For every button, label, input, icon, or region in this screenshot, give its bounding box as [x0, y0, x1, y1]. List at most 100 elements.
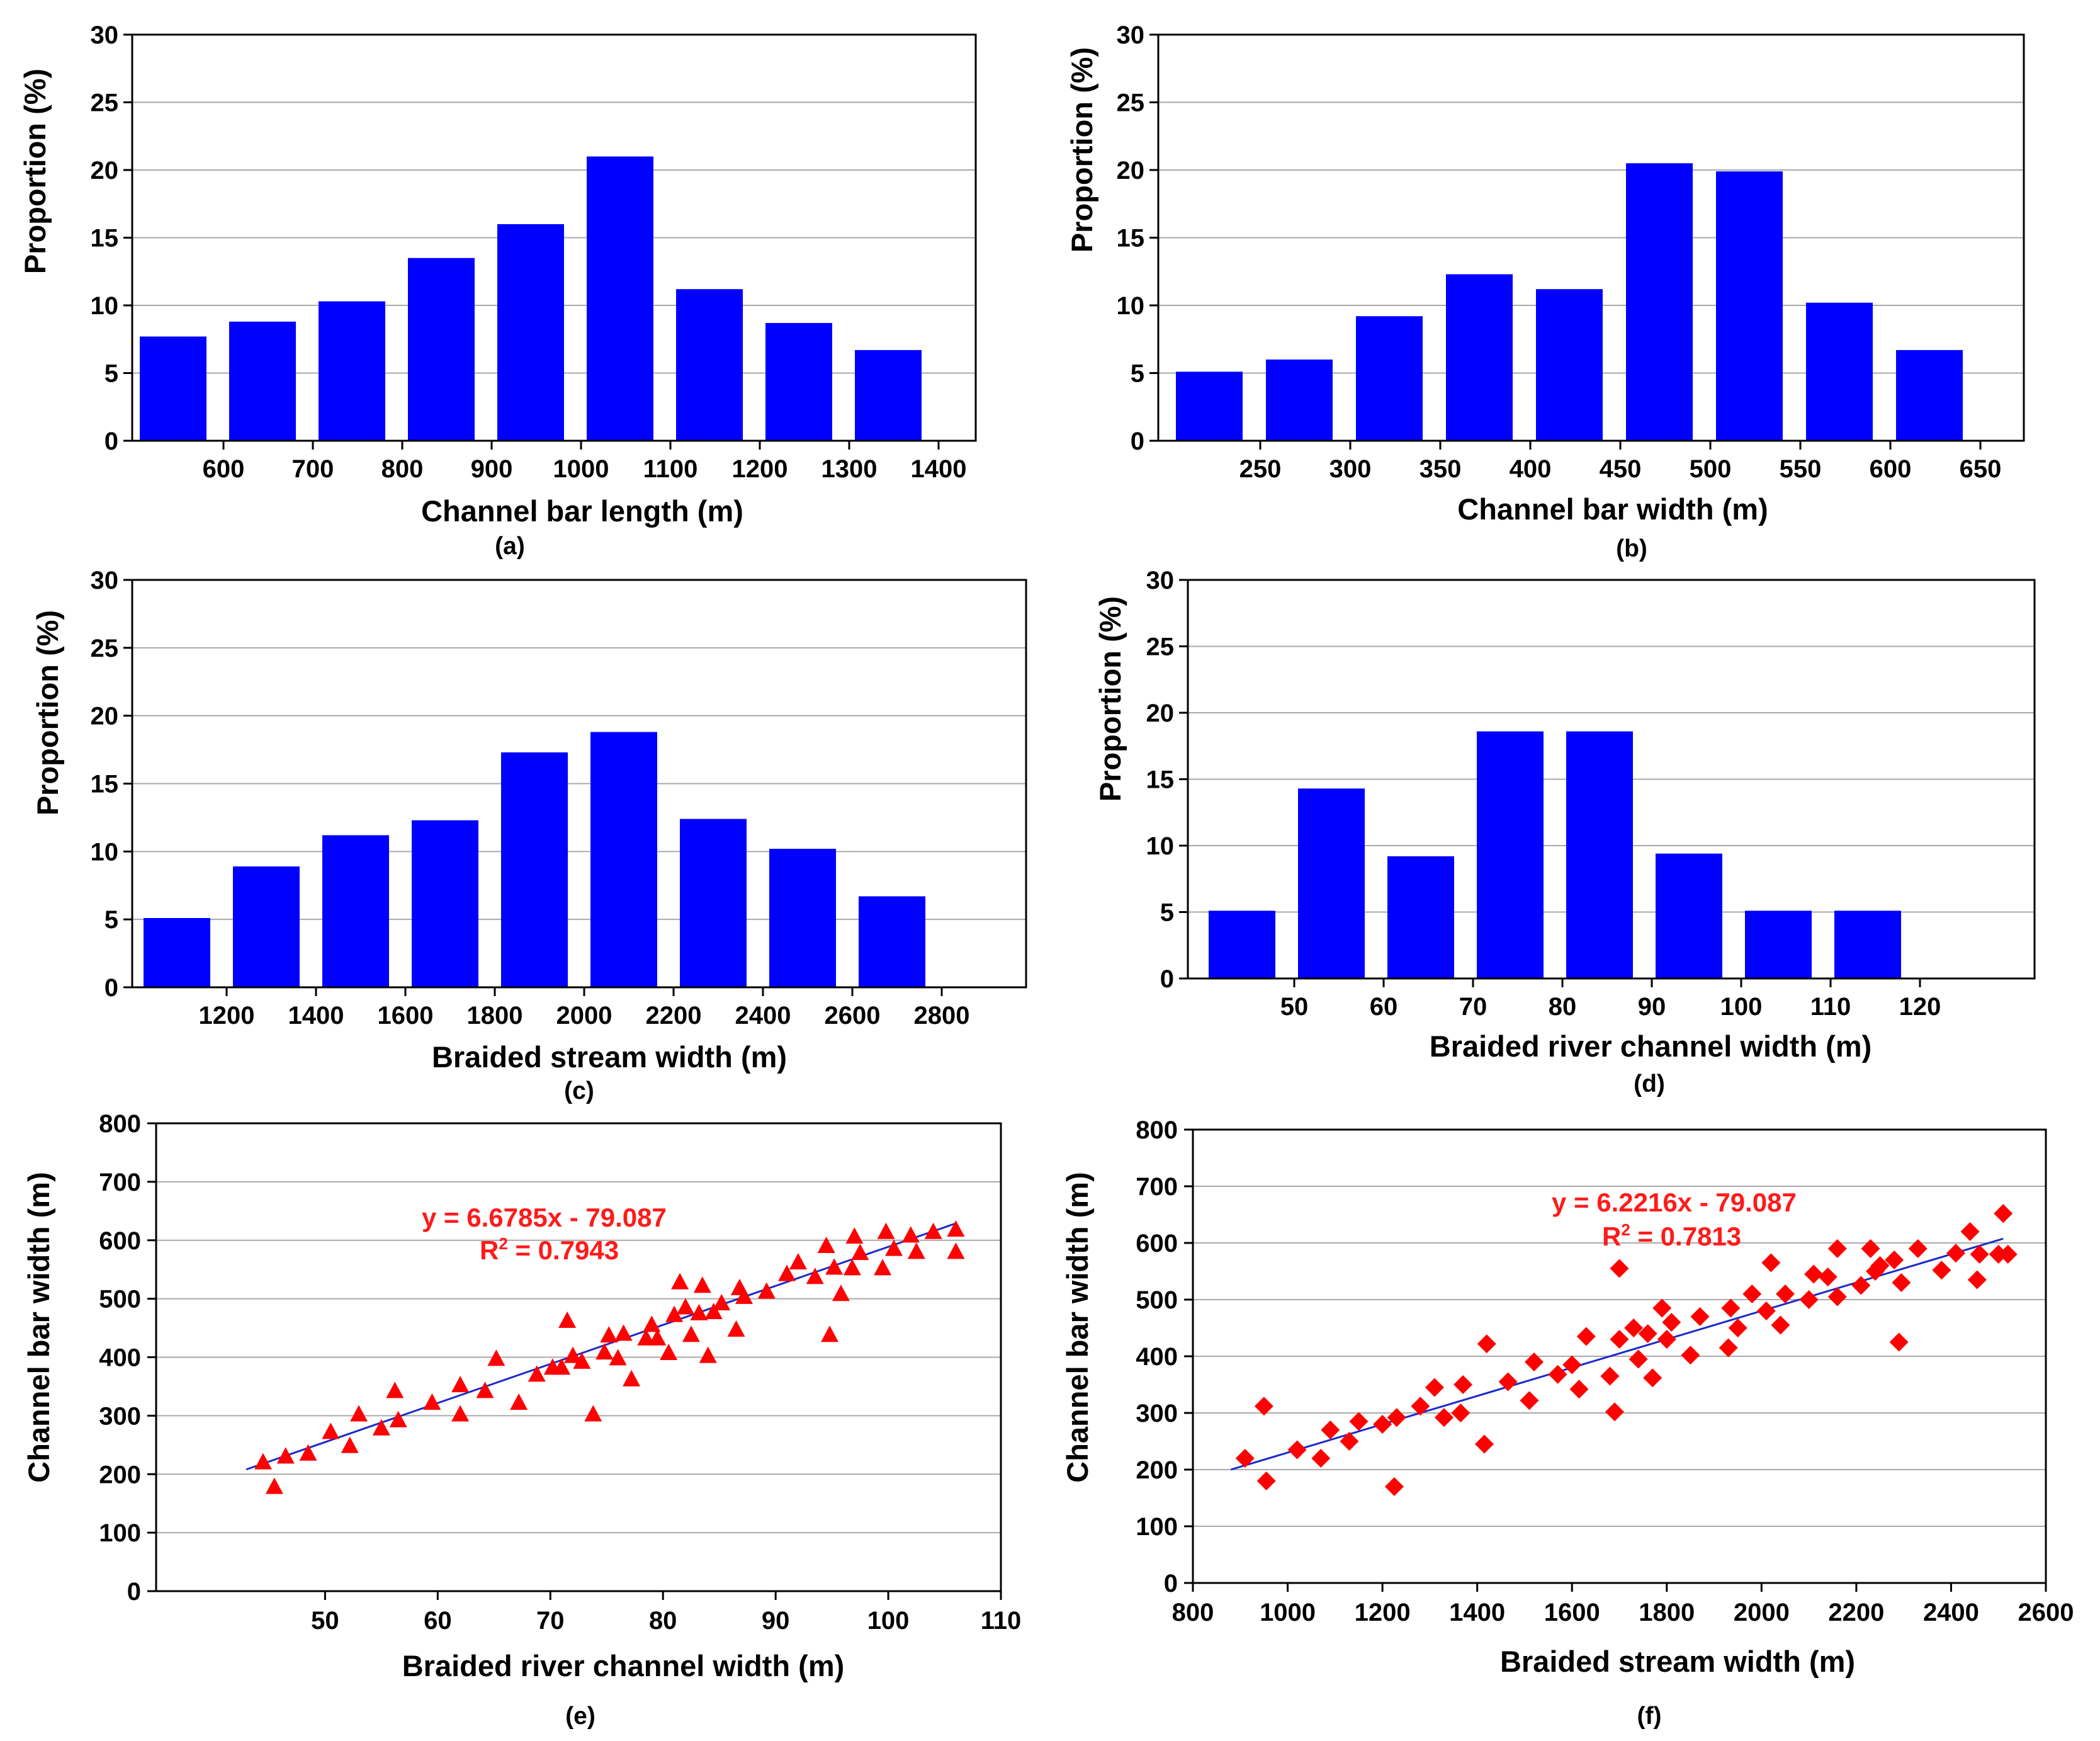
panel-f-point — [1520, 1391, 1539, 1410]
panel-d-y-tick-label: 5 — [1160, 899, 1174, 927]
panel-d-bar — [1566, 731, 1633, 978]
panel-f-x-tick-label: 1400 — [1449, 1599, 1505, 1626]
panel-b-bar — [1806, 302, 1873, 441]
panel-e-y-tick-label: 700 — [99, 1169, 141, 1196]
panel-f-point — [1576, 1327, 1596, 1346]
panel-e-y-tick-label: 800 — [99, 1110, 141, 1138]
panel-e-point — [322, 1422, 340, 1439]
panel-e-point — [832, 1284, 850, 1301]
panel-b-bar — [1266, 360, 1333, 441]
panel-f-point — [1970, 1245, 1989, 1264]
panel-e-point — [372, 1419, 390, 1436]
panel-f-point — [1960, 1222, 1980, 1241]
panel-e-x-tick-label: 50 — [311, 1607, 339, 1635]
panel-e-point — [817, 1237, 835, 1254]
panel-a-y-tick-label: 30 — [91, 21, 119, 49]
panel-f-point — [1477, 1334, 1496, 1354]
panel-f-point — [1742, 1284, 1762, 1303]
panel-f-point — [1629, 1349, 1648, 1369]
panel-e-point — [451, 1405, 470, 1422]
panel-a-bar — [676, 289, 743, 441]
panel-f-x-tick-label: 1000 — [1260, 1599, 1316, 1626]
panel-f-point — [1989, 1245, 2008, 1264]
panel-e-point — [924, 1222, 942, 1239]
panel-d-y-tick-label: 30 — [1146, 567, 1175, 594]
panel-f-x-tick-label: 800 — [1172, 1599, 1214, 1626]
panel-f-point — [1600, 1366, 1620, 1386]
panel-e-point — [877, 1222, 895, 1239]
panel-d-x-tick-label: 110 — [1810, 993, 1851, 1021]
panel-f-point — [1548, 1364, 1567, 1384]
panel-a-x-ticks: 600 700 800 900 1000 1100 1200 1300 1400 — [203, 441, 966, 483]
panel-b-y-tick-label: 20 — [1117, 157, 1145, 184]
panel-f-point — [1387, 1408, 1406, 1427]
panel-b-x-axis-label: Channel bar width (m) — [1457, 492, 1768, 526]
panel-f-point — [1657, 1330, 1676, 1349]
panel-f-r-squared: R2 = 0.7813 — [1602, 1220, 1741, 1251]
panel-a-y-ticks: 0 5 10 15 20 25 30 — [91, 21, 132, 455]
panel-a-bar — [587, 156, 653, 441]
panel-f-x-tick-label: 1600 — [1544, 1599, 1600, 1626]
panel-f-point — [1998, 1245, 2018, 1264]
panel-f-point — [1889, 1332, 1909, 1352]
panel-e-point — [596, 1343, 614, 1360]
panel-b-x-tick-label: 350 — [1420, 455, 1462, 483]
panel-d-bar — [1834, 910, 1901, 978]
panel-d-x-ticks: 50 60 70 80 90 100 110 120 — [1280, 978, 1941, 1021]
panel-f-point — [1498, 1372, 1518, 1392]
panel-f-x-tick-label: 2000 — [1734, 1599, 1790, 1626]
panel-f-point — [1946, 1244, 1965, 1263]
panel-f-point — [1624, 1319, 1644, 1337]
panel-e-point — [704, 1302, 723, 1319]
panel-f-x-tick-label: 1800 — [1639, 1599, 1695, 1626]
panel-f-label: (f) — [1637, 1703, 1662, 1730]
panel-e-x-tick-label: 90 — [762, 1607, 790, 1635]
panel-e-point — [487, 1349, 505, 1366]
panel-e: 0 100 200 300 400 500 600 700 800 50 60 70 80 90 100 1… — [22, 1110, 1021, 1730]
panel-d-bar — [1298, 788, 1365, 978]
panel-b-x-tick-label: 600 — [1870, 455, 1912, 483]
panel-b-bar — [1356, 316, 1423, 441]
panel-f-point — [1454, 1375, 1473, 1394]
panel-e-point — [851, 1244, 869, 1261]
panel-e-y-ticks: 0 100 200 300 400 500 600 700 800 — [99, 1110, 156, 1606]
panel-f-y-tick-label: 100 — [1136, 1513, 1178, 1541]
panel-a-x-tick-label: 700 — [292, 455, 334, 483]
panel-c-x-axis-label: Braided stream width (m) — [432, 1040, 787, 1074]
panel-e-point — [682, 1325, 700, 1342]
panel-e-point — [699, 1346, 717, 1363]
panel-f-point — [1652, 1298, 1672, 1318]
panel-a-y-tick-label: 10 — [91, 292, 119, 320]
panel-f-point — [1605, 1402, 1624, 1422]
panel-c-y-tick-label: 10 — [91, 838, 119, 866]
panel-e-x-ticks: 50 60 70 80 90 100 110 — [311, 1591, 1021, 1635]
panel-d-x-axis-label: Braided river channel width (m) — [1430, 1029, 1872, 1063]
panel-c-bar — [769, 849, 836, 987]
panel-a: 0 5 10 15 20 25 30 600 700 800 900 1000 1100 1200 130… — [18, 21, 977, 560]
panel-f-point — [1885, 1250, 1904, 1269]
panel-f-point — [1728, 1319, 1747, 1337]
panel-c-x-tick-label: 1600 — [378, 1002, 434, 1029]
panel-b-y-tick-label: 10 — [1117, 292, 1145, 320]
panel-e-point — [665, 1305, 684, 1322]
panel-f-y-tick-label: 500 — [1136, 1286, 1178, 1314]
panel-b-y-tick-label: 25 — [1117, 89, 1145, 117]
panel-d-bars — [1209, 731, 1901, 978]
panel-f-x-tick-label: 2600 — [2018, 1599, 2074, 1626]
panel-f-point — [1425, 1378, 1444, 1397]
panel-b-x-tick-label: 650 — [1960, 455, 2002, 483]
panel-c-bar — [680, 819, 747, 987]
panel-e-y-tick-label: 400 — [99, 1344, 141, 1372]
panel-f-point — [1932, 1261, 1951, 1280]
panel-c-bar — [590, 732, 657, 987]
panel-d-x-tick-label: 120 — [1899, 993, 1941, 1021]
panel-d-x-tick-label: 60 — [1370, 993, 1398, 1021]
panel-e-point — [690, 1303, 708, 1320]
panel-f-point — [1771, 1315, 1790, 1335]
panel-f-point — [1384, 1477, 1404, 1496]
panel-f-point — [1610, 1259, 1629, 1278]
panel-c-x-tick-label: 1200 — [199, 1002, 255, 1029]
panel-e-x-tick-label: 60 — [424, 1607, 452, 1635]
panel-e-point — [299, 1444, 317, 1461]
panel-d-label: (d) — [1634, 1070, 1665, 1097]
